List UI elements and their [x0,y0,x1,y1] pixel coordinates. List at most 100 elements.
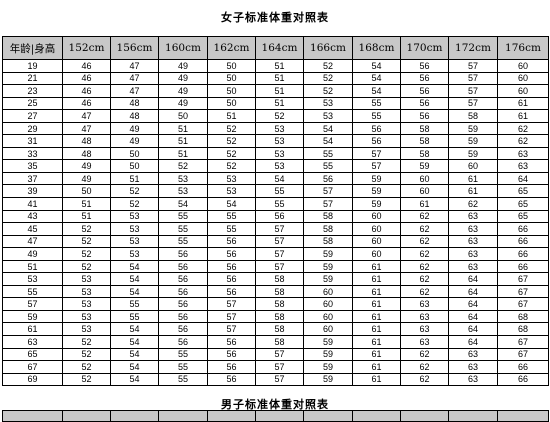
weight-cell: 54 [110,360,159,374]
weight-cell: 66 [497,247,549,261]
weight-cell: 53 [255,134,304,148]
weight-cell: 52 [303,71,353,86]
weight-cell: 56 [207,284,256,299]
weight-cell: 63 [448,259,498,274]
weight-cell: 52 [158,159,208,173]
table-row: 45 52 53 55 55 57 58 60 62 63 66 [2,222,549,236]
weight-cell: 67 [497,284,549,299]
age-cell: 59 [2,309,63,324]
weight-cell: 62 [400,234,449,249]
male-header-cell [62,410,111,422]
weight-cell: 57 [255,234,304,249]
weight-cell: 62 [497,134,549,148]
weight-cell: 55 [158,360,208,374]
weight-cell: 58 [303,209,353,224]
weight-cell: 67 [497,297,549,311]
weight-cell: 55 [158,222,208,236]
weight-cell: 52 [110,197,159,211]
weight-cell: 66 [497,372,549,387]
weight-cell: 63 [448,372,498,387]
weight-cell: 56 [207,272,256,286]
weight-cell: 61 [352,322,401,337]
male-header-cell [352,410,401,422]
weight-cell: 48 [110,109,159,123]
weight-cell: 56 [158,322,208,337]
weight-cell: 56 [400,109,449,123]
weight-cell: 47 [110,71,159,86]
weight-cell: 55 [110,297,159,311]
weight-cell: 57 [448,71,498,86]
table-row: 23 46 47 49 50 51 52 54 56 57 60 [2,84,549,98]
weight-cell: 60 [448,159,498,173]
table-row: 57 53 55 56 57 58 60 61 63 64 67 [2,297,549,311]
corner-header-cell: 年龄|身高 [2,36,63,60]
weight-cell: 46 [62,71,111,86]
weight-cell: 57 [255,222,304,236]
weight-cell: 66 [497,259,549,274]
age-cell: 21 [2,71,63,86]
weight-cell: 61 [497,96,549,111]
weight-cell: 63 [400,335,449,349]
height-header-cell: 152cm [62,36,111,60]
table-row: 29 47 49 51 52 53 54 56 58 59 62 [2,121,549,136]
weight-cell: 56 [207,234,256,249]
age-cell: 23 [2,84,63,98]
weight-cell: 62 [400,360,449,374]
weight-cell: 51 [255,96,304,111]
weight-cell: 60 [352,222,401,236]
weight-cell: 53 [255,146,304,161]
weight-cell: 49 [158,71,208,86]
weight-cell: 56 [352,121,401,136]
weight-cell: 57 [448,84,498,98]
weight-cell: 56 [207,360,256,374]
weight-cell: 52 [255,109,304,123]
weight-cell: 58 [255,297,304,311]
weight-cell: 59 [448,121,498,136]
weight-cell: 47 [62,109,111,123]
age-cell: 45 [2,222,63,236]
weight-cell: 47 [62,121,111,136]
weight-cell: 58 [303,222,353,236]
weight-cell: 57 [303,184,353,198]
table-row: 63 52 54 56 56 58 59 61 63 64 67 [2,335,549,349]
weight-cell: 62 [448,197,498,211]
weight-cell: 67 [497,335,549,349]
weight-cell: 54 [303,134,353,148]
weight-cell: 63 [400,297,449,311]
table-row: 67 52 54 55 56 57 59 61 62 63 66 [2,360,549,374]
table-row: 69 52 54 55 56 57 59 61 62 63 66 [2,372,549,387]
weight-cell: 52 [207,159,256,173]
male-header-cell [2,410,63,422]
weight-cell: 53 [158,171,208,186]
weight-cell: 51 [158,146,208,161]
weight-cell: 53 [303,109,353,123]
weight-cell: 58 [400,121,449,136]
weight-cell: 61 [352,297,401,311]
weight-cell: 49 [158,84,208,98]
table-row: 55 53 54 56 56 58 60 61 62 64 67 [2,284,549,299]
weight-cell: 60 [497,71,549,86]
weight-cell: 57 [255,347,304,362]
weight-cell: 60 [497,59,549,73]
table-row: 49 52 53 56 56 57 59 60 62 63 66 [2,247,549,261]
weight-cell: 53 [110,234,159,249]
weight-cell: 64 [448,272,498,286]
weight-cell: 55 [207,209,256,224]
weight-cell: 50 [110,146,159,161]
weight-cell: 58 [303,234,353,249]
weight-cell: 59 [352,171,401,186]
age-cell: 27 [2,109,63,123]
table-row: 61 53 54 56 57 58 60 61 63 64 68 [2,322,549,337]
weight-cell: 52 [303,84,353,98]
weight-cell: 59 [303,347,353,362]
weight-cell: 57 [207,309,256,324]
weight-cell: 51 [158,121,208,136]
weight-cell: 54 [110,259,159,274]
table-row: 43 51 53 55 55 56 58 60 62 63 65 [2,209,549,224]
weight-cell: 53 [62,297,111,311]
weight-cell: 52 [62,360,111,374]
weight-cell: 60 [303,309,353,324]
weight-cell: 49 [62,171,111,186]
weight-cell: 53 [62,272,111,286]
weight-cell: 53 [255,159,304,173]
